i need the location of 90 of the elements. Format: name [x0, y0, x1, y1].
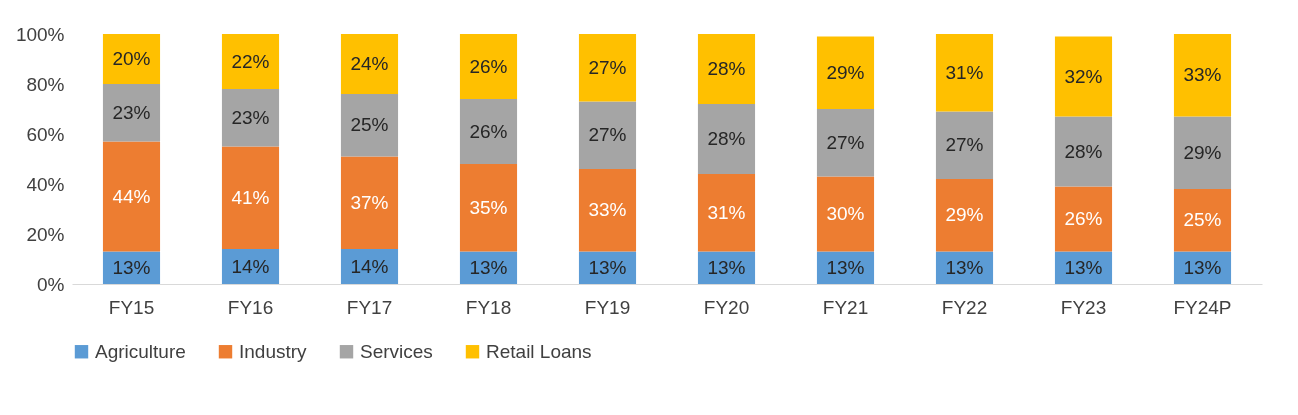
data-label: 27% — [826, 131, 865, 153]
legend-label: Services — [360, 340, 433, 362]
bar — [1054, 36, 1113, 117]
y-tick-label: 100% — [15, 23, 65, 45]
data-label: 27% — [945, 134, 984, 156]
data-label: 28% — [1064, 140, 1103, 162]
bar — [102, 34, 161, 84]
bar — [578, 101, 637, 169]
y-tick-label: 0% — [37, 273, 65, 295]
data-label: 29% — [826, 61, 865, 83]
data-label: 22% — [231, 50, 270, 72]
data-label: 13% — [112, 256, 151, 278]
bar — [1173, 189, 1232, 252]
x-tick-label: FY21 — [822, 296, 869, 318]
bar — [1173, 34, 1232, 117]
bar — [935, 179, 994, 252]
x-tick-label: FY19 — [584, 296, 631, 318]
x-tick-label: FY17 — [346, 296, 393, 318]
data-label: 28% — [707, 128, 746, 149]
data-label: 31% — [945, 61, 984, 83]
data-label: 37% — [350, 191, 389, 213]
data-label: 13% — [945, 256, 984, 278]
data-label: 25% — [1183, 209, 1222, 231]
data-label: 29% — [945, 204, 984, 226]
bar — [697, 174, 756, 252]
data-label: 23% — [112, 101, 151, 123]
data-label: 13% — [469, 256, 508, 278]
data-label: 14% — [350, 255, 389, 277]
x-tick-label: FY16 — [227, 296, 274, 318]
bar — [578, 34, 637, 102]
data-label: 33% — [1183, 64, 1222, 86]
data-label: 13% — [707, 256, 746, 278]
data-label: 26% — [469, 120, 508, 142]
bar — [1054, 186, 1113, 252]
bar — [221, 89, 280, 147]
x-tick-label: FY23 — [1060, 296, 1107, 318]
y-tick-label: 80% — [26, 73, 65, 95]
bar — [102, 141, 161, 252]
data-label: 35% — [469, 196, 508, 218]
data-label: 31% — [707, 201, 746, 223]
bar — [816, 36, 875, 109]
bar — [816, 176, 875, 252]
data-label: 23% — [231, 106, 270, 128]
bar — [459, 164, 518, 252]
bar — [340, 156, 399, 249]
bar — [459, 99, 518, 164]
bar — [935, 34, 994, 112]
bar — [1054, 116, 1113, 187]
data-label: 20% — [112, 48, 151, 69]
bar — [1173, 116, 1232, 189]
bar — [816, 109, 875, 177]
data-label: 13% — [1183, 256, 1222, 278]
data-label: 30% — [826, 203, 865, 224]
data-label: 13% — [588, 256, 627, 278]
data-label: 14% — [231, 255, 270, 277]
x-tick-label: FY24P — [1173, 296, 1232, 318]
x-tick-label: FY22 — [941, 296, 988, 318]
data-label: 24% — [350, 53, 389, 74]
data-label: 13% — [1064, 256, 1103, 278]
y-tick-label: 40% — [26, 173, 65, 195]
y-tick-label: 20% — [26, 223, 65, 245]
bar — [697, 104, 756, 174]
bar — [340, 34, 399, 94]
bar — [578, 169, 637, 252]
data-label: 13% — [826, 256, 865, 278]
bar — [459, 34, 518, 99]
data-label: 33% — [588, 199, 627, 221]
x-tick-label: FY18 — [465, 296, 512, 318]
data-label: 27% — [588, 56, 627, 78]
bar — [221, 146, 280, 249]
legend-label: Retail Loans — [486, 340, 592, 362]
bar — [102, 84, 161, 142]
data-label: 41% — [231, 186, 270, 208]
legend-label: Industry — [239, 340, 308, 362]
y-tick-label: 60% — [26, 123, 65, 145]
bar — [221, 34, 280, 89]
data-label: 32% — [1064, 65, 1103, 87]
legend-label: Agriculture — [95, 340, 186, 362]
data-label: 26% — [1064, 208, 1103, 229]
data-label: 25% — [350, 114, 389, 136]
data-label: 27% — [588, 124, 627, 146]
bar — [340, 94, 399, 157]
data-label: 44% — [112, 185, 151, 207]
data-label: 29% — [1183, 141, 1222, 163]
data-label: 28% — [707, 58, 746, 79]
x-tick-label: FY20 — [703, 296, 750, 318]
bar — [935, 111, 994, 179]
bar — [697, 34, 756, 104]
data-label: 26% — [469, 55, 508, 77]
x-tick-label: FY15 — [108, 296, 155, 318]
